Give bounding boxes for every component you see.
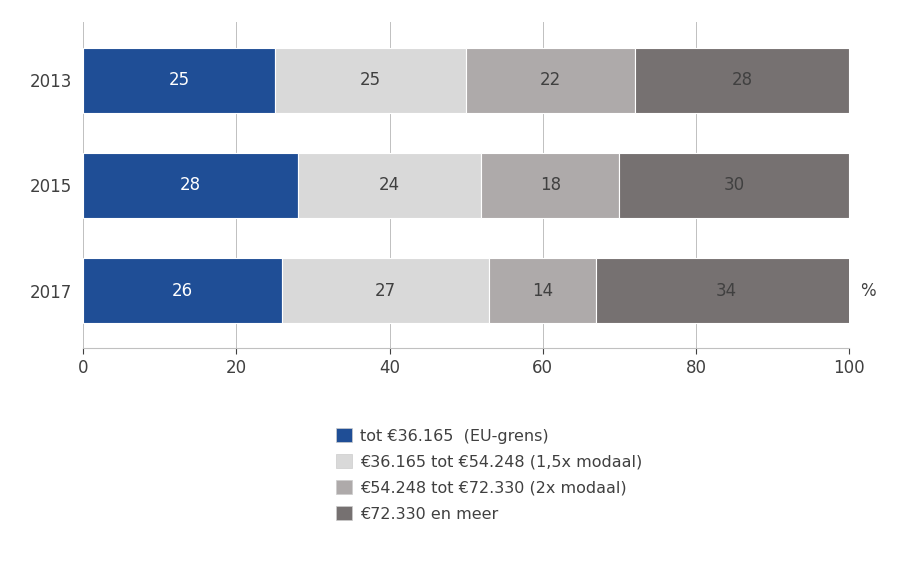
Text: %: % — [860, 282, 876, 300]
Text: 24: 24 — [379, 176, 400, 194]
Text: 34: 34 — [716, 282, 737, 300]
Bar — [482, 153, 619, 218]
Text: 26: 26 — [172, 282, 193, 300]
Text: 14: 14 — [533, 282, 553, 300]
Bar — [297, 153, 482, 218]
Bar — [83, 153, 297, 218]
Bar — [83, 258, 282, 323]
Text: 30: 30 — [724, 176, 745, 194]
Bar — [282, 258, 489, 323]
Bar — [489, 258, 596, 323]
Bar — [275, 48, 466, 113]
Bar — [466, 48, 635, 113]
Text: 18: 18 — [540, 176, 561, 194]
Text: 22: 22 — [540, 71, 561, 89]
Bar — [619, 153, 849, 218]
Bar — [83, 48, 275, 113]
Text: 27: 27 — [375, 282, 396, 300]
Bar — [596, 258, 857, 323]
Text: 25: 25 — [168, 71, 189, 89]
Bar — [635, 48, 849, 113]
Text: 28: 28 — [731, 71, 752, 89]
Legend: tot €36.165  (EU-grens), €36.165 tot €54.248 (1,5x modaal), €54.248 tot €72.330 : tot €36.165 (EU-grens), €36.165 tot €54.… — [336, 428, 642, 522]
Text: 25: 25 — [360, 71, 381, 89]
Text: 28: 28 — [180, 176, 201, 194]
